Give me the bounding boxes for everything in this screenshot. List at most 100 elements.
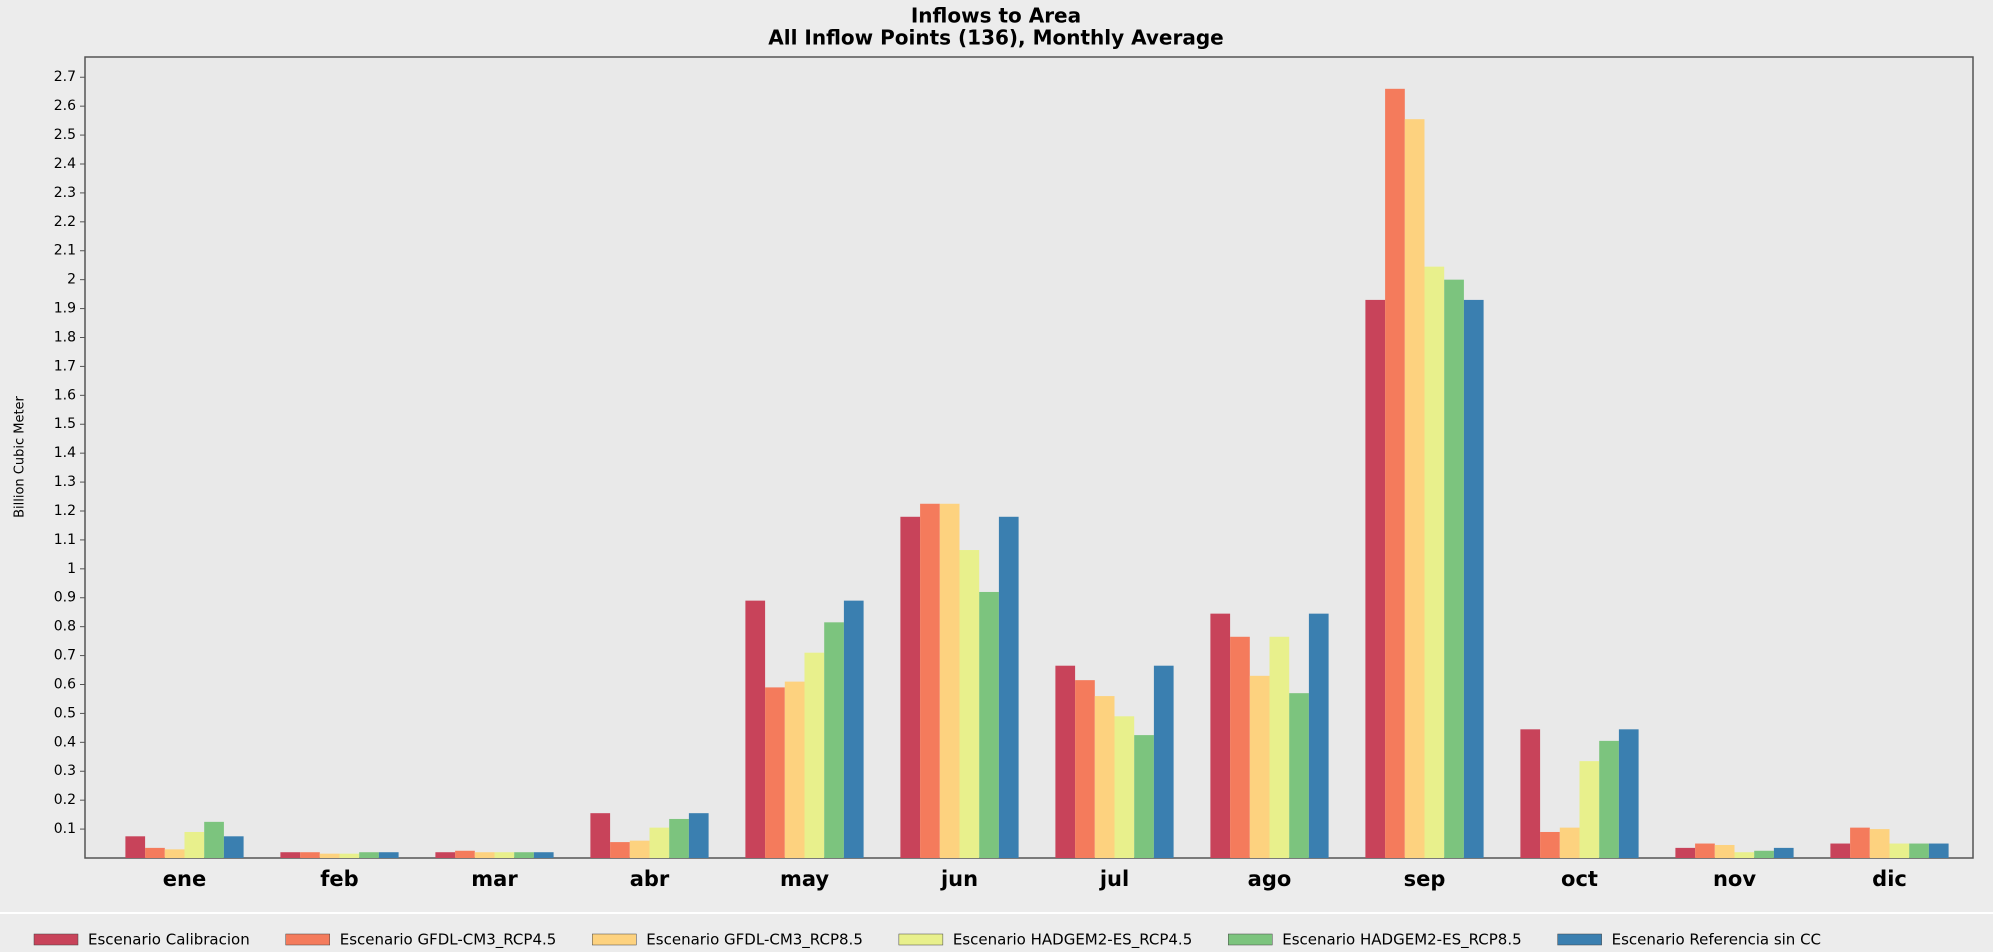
bar [1230,636,1250,858]
bar [1269,636,1290,858]
bar [514,852,534,858]
y-tick-label: 0.4 [54,734,76,750]
bar [688,813,709,858]
bar [300,852,320,858]
legend-swatch [285,933,330,946]
y-tick-label: 0.2 [54,792,76,808]
bar [804,652,825,858]
bar [1463,299,1484,858]
legend-swatch [1557,933,1602,946]
legend-swatch [592,933,637,946]
y-tick-label: 0.9 [54,590,76,606]
bar [494,852,515,858]
y-tick-label: 1.8 [54,329,76,345]
plot-area [84,56,1974,859]
x-tick-label: jul [1099,867,1129,891]
bar [979,591,999,858]
bar [164,849,185,858]
y-tick-label: 1.3 [54,474,76,490]
bar [1579,761,1600,858]
bar [125,836,146,858]
bar [1114,716,1135,858]
x-tick-label: dic [1872,867,1907,891]
bar [1385,88,1405,859]
y-tick-label: 1.2 [54,503,76,519]
bar [1249,675,1270,858]
bar [824,622,844,858]
bar [1308,613,1329,858]
x-tick-label: sep [1404,867,1446,891]
bar [435,852,456,858]
bar [319,853,340,858]
bar [1075,680,1095,858]
legend-label: Escenario Referencia sin CC [1612,931,1821,949]
bar [1055,665,1076,858]
bar [359,852,379,858]
bar [1599,740,1619,858]
bar [1365,299,1386,858]
bar [533,852,554,858]
x-tick-label: ene [163,867,206,891]
bar [378,852,399,858]
bar [629,840,650,858]
legend-label: Escenario GFDL-CM3_RCP8.5 [646,931,863,950]
x-tick-label: jun [940,867,978,891]
bar [145,847,165,858]
bar [1909,843,1929,858]
y-tick-label: 2 [67,272,76,288]
y-tick-label: 1.5 [54,416,76,432]
y-tick-label: 1.9 [54,301,76,317]
bar [1928,843,1949,858]
bar [1153,665,1174,858]
x-tick-label: nov [1713,867,1756,891]
y-tick-label: 1.1 [54,532,76,548]
y-tick-label: 0.7 [54,648,76,664]
y-tick-label: 1.6 [54,387,76,403]
legend-swatch [1228,933,1273,946]
chart-subtitle: All Inflow Points (136), Monthly Average [768,26,1224,50]
bar [939,503,960,858]
bar [843,600,864,858]
y-tick-label: 2.5 [54,127,76,143]
y-tick-label: 0.6 [54,676,76,692]
bar [745,600,766,858]
bar [1404,119,1425,858]
bar [1734,852,1755,858]
y-tick-label: 0.1 [54,821,76,837]
bar [649,827,670,858]
x-tick-label: abr [630,867,670,891]
y-tick-label: 2.1 [54,243,76,259]
bar [1889,843,1910,858]
bar [1675,847,1696,858]
bar [784,681,805,858]
y-tick-label: 2.6 [54,98,76,114]
bar [959,550,980,858]
legend-swatch [898,933,944,946]
bar [765,687,785,858]
y-tick-label: 0.5 [54,705,76,721]
x-tick-label: mar [471,867,518,891]
legend-label: Escenario GFDL-CM3_RCP4.5 [340,931,557,950]
bar [1289,693,1309,858]
bar [474,852,495,858]
bar [339,853,360,858]
y-tick-label: 2.2 [54,214,76,230]
bar [1695,843,1715,858]
y-tick-label: 1.7 [54,358,76,374]
bar [1618,729,1639,858]
bar [1520,729,1541,858]
y-tick-label: 0.3 [54,763,76,779]
x-tick-label: may [780,867,829,891]
bar [1210,613,1231,858]
bar [1850,827,1870,858]
legend-swatch [33,933,79,946]
bar [590,813,611,858]
bar [900,516,921,858]
bar [1754,850,1774,858]
bar [1424,266,1445,858]
bar [1134,735,1154,858]
y-tick-label: 2.4 [54,156,76,172]
y-tick-label: 2.7 [54,69,76,85]
